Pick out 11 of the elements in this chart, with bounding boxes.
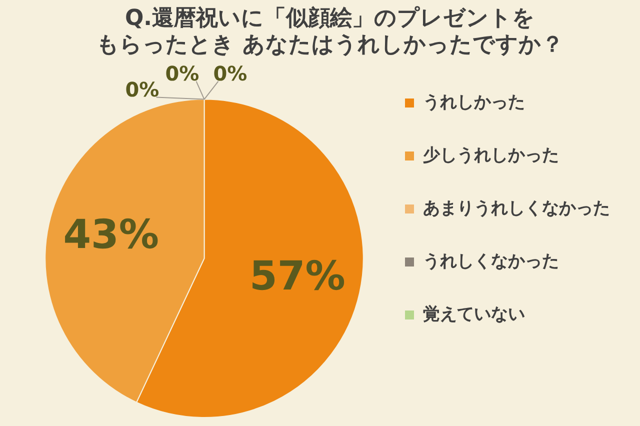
chart-title: Q.還暦祝いに「似顔絵」のプレゼントをもらったとき あなたはうれしかったですか？ bbox=[96, 6, 564, 58]
data-label: 57% bbox=[250, 254, 346, 300]
legend-label: うれしくなかった bbox=[423, 251, 559, 272]
legend-label: 少しうれしかった bbox=[423, 145, 559, 166]
data-label: 43% bbox=[63, 212, 159, 258]
legend-label: 覚えていない bbox=[423, 304, 525, 324]
legend-label: あまりうれしくなかった bbox=[423, 198, 610, 218]
text: 0% bbox=[213, 62, 248, 86]
text: 0% bbox=[125, 78, 160, 102]
text: 0% bbox=[165, 62, 200, 86]
legend-label: うれしかった bbox=[423, 92, 525, 112]
